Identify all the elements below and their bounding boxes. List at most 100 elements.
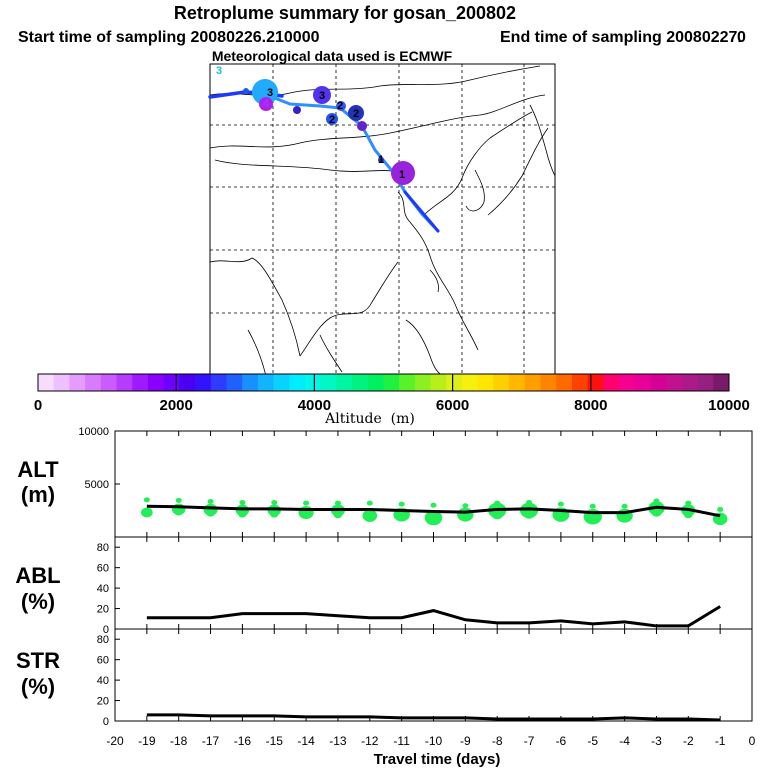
y-tick-label: 40 <box>97 675 109 687</box>
altitude-marker-lower <box>651 508 662 517</box>
alt-ylabel-line2: (m) <box>21 482 55 507</box>
abl-panel: ABL (%) <box>15 536 753 630</box>
altitude-marker-lower <box>460 513 471 522</box>
map-panel: 3 3 4 3 2 2 2 1 1 <box>208 63 556 378</box>
abl-series-line <box>146 605 721 628</box>
colorbar-swatch <box>430 374 447 391</box>
map-graticule <box>210 64 555 377</box>
altitude-marker-upper <box>175 497 182 503</box>
x-tick-label: -12 <box>361 734 379 748</box>
colorbar-swatch <box>352 374 369 391</box>
altitude-marker-upper <box>366 500 373 506</box>
altitude-marker-upper <box>207 498 214 504</box>
colorbar-swatch <box>681 374 698 391</box>
x-tick-label: -8 <box>492 734 503 748</box>
altitude-marker-lower <box>619 513 630 523</box>
y-tick-label: 0 <box>103 624 109 636</box>
colorbar-swatch <box>556 374 573 391</box>
colorbar-swatch <box>634 374 651 391</box>
plume-point <box>313 86 331 104</box>
colorbar-swatch <box>367 374 384 391</box>
colorbar-swatch <box>257 374 274 391</box>
map-frame <box>209 63 556 378</box>
colorbar-swatch <box>650 374 667 391</box>
altitude-marker-upper <box>271 500 278 506</box>
str-ylabel-line2: (%) <box>21 674 55 699</box>
x-tick-label: -11 <box>393 734 410 748</box>
altitude-marker-lower <box>206 509 215 517</box>
colorbar-tick-label: 6000 <box>436 397 469 414</box>
alt-ylabel-line1: ALT <box>17 457 59 482</box>
plume-point <box>259 97 273 111</box>
colorbar-swatch <box>210 374 227 391</box>
colorbar-swatch <box>38 374 55 391</box>
met-data-text: Meteorological data used is ECMWF <box>212 48 453 64</box>
x-axis-label: Travel time (days) <box>374 751 501 768</box>
str-series-line <box>146 713 721 722</box>
colorbar-swatch <box>462 374 479 391</box>
day-label: 3 <box>319 90 325 102</box>
x-tick-label: -10 <box>425 734 443 748</box>
plume-point <box>336 101 346 111</box>
day-label: 2 <box>353 108 359 120</box>
colorbar-swatch <box>116 374 133 391</box>
x-tick-label: -3 <box>651 734 662 748</box>
x-axis: -20 -19 -18 -17 -16 -15 -14 -13 -12 -11 -10 -9 -8 -7-… <box>106 734 755 748</box>
day-label: 4 <box>263 98 270 110</box>
altitude-marker-lower <box>270 510 279 518</box>
y-tick-label: 0 <box>103 716 109 728</box>
colorbar-swatch <box>304 374 322 391</box>
colorbar-swatch <box>273 374 290 391</box>
altitude-marker-lower <box>523 509 535 519</box>
plume-point <box>357 121 367 131</box>
colorbar-swatch <box>524 374 541 391</box>
y-tick-label: 60 <box>97 563 109 575</box>
colorbar-swatch <box>147 374 165 391</box>
plume-points <box>243 79 415 185</box>
colorbar-tick-labels: 0 2000 4000 6000 8000 10000 <box>34 397 750 414</box>
colorbar-swatch <box>53 374 70 391</box>
colorbar-swatch <box>414 374 432 391</box>
colorbar-swatch <box>587 374 604 391</box>
altitude-marker-lower <box>333 511 343 519</box>
altitude-marker-upper <box>462 503 469 509</box>
colorbar-frame <box>37 373 730 392</box>
colorbar-swatch <box>69 374 86 391</box>
colorbar-tick-label: 2000 <box>160 397 193 414</box>
abl-panel-frame <box>114 536 753 630</box>
altitude-marker-upper <box>239 500 246 506</box>
altitude-marker-lower <box>684 511 693 519</box>
x-tick-label: -15 <box>266 734 284 748</box>
x-tick-label: -6 <box>556 734 567 748</box>
map-coastlines <box>209 65 556 377</box>
day-label: 1 <box>399 169 405 181</box>
altitude-marker-lower <box>143 508 151 515</box>
x-tick-label: -19 <box>138 734 156 748</box>
end-time-suffix: 0 <box>737 29 746 46</box>
y-tick-label: 40 <box>97 583 109 595</box>
str-panel: STR (%) <box>16 628 753 722</box>
day-label: 2 <box>329 114 335 126</box>
altitude-marker-upper <box>526 500 533 506</box>
x-tick-label: -13 <box>329 734 347 748</box>
abl-ylabel-line1: ABL <box>15 563 60 588</box>
colorbar-swatch <box>132 374 149 391</box>
x-tick-label: -5 <box>587 734 598 748</box>
colorbar-swatch <box>571 374 589 391</box>
day-label: 2 <box>337 100 343 112</box>
colorbar-swatch <box>383 374 400 391</box>
altitude-marker-lower <box>301 510 311 519</box>
start-time-text: Start time of sampling 20080226.210000 <box>18 29 320 46</box>
colorbar-swatch <box>493 374 510 391</box>
colorbar-swatch <box>85 374 102 391</box>
plume-point <box>293 106 301 114</box>
altitude-marker-lower <box>715 517 725 525</box>
colorbar-swatch <box>179 374 196 391</box>
altitude-marker-upper <box>717 506 724 512</box>
y-tick-label: 10000 <box>78 426 109 438</box>
colorbar-swatch <box>320 374 337 391</box>
altitude-marker-upper <box>653 498 660 504</box>
altitude-marker-upper <box>398 501 405 507</box>
colorbar-swatch <box>446 374 463 391</box>
figure-title: Retroplume summary for gosan_200802 <box>174 3 516 23</box>
